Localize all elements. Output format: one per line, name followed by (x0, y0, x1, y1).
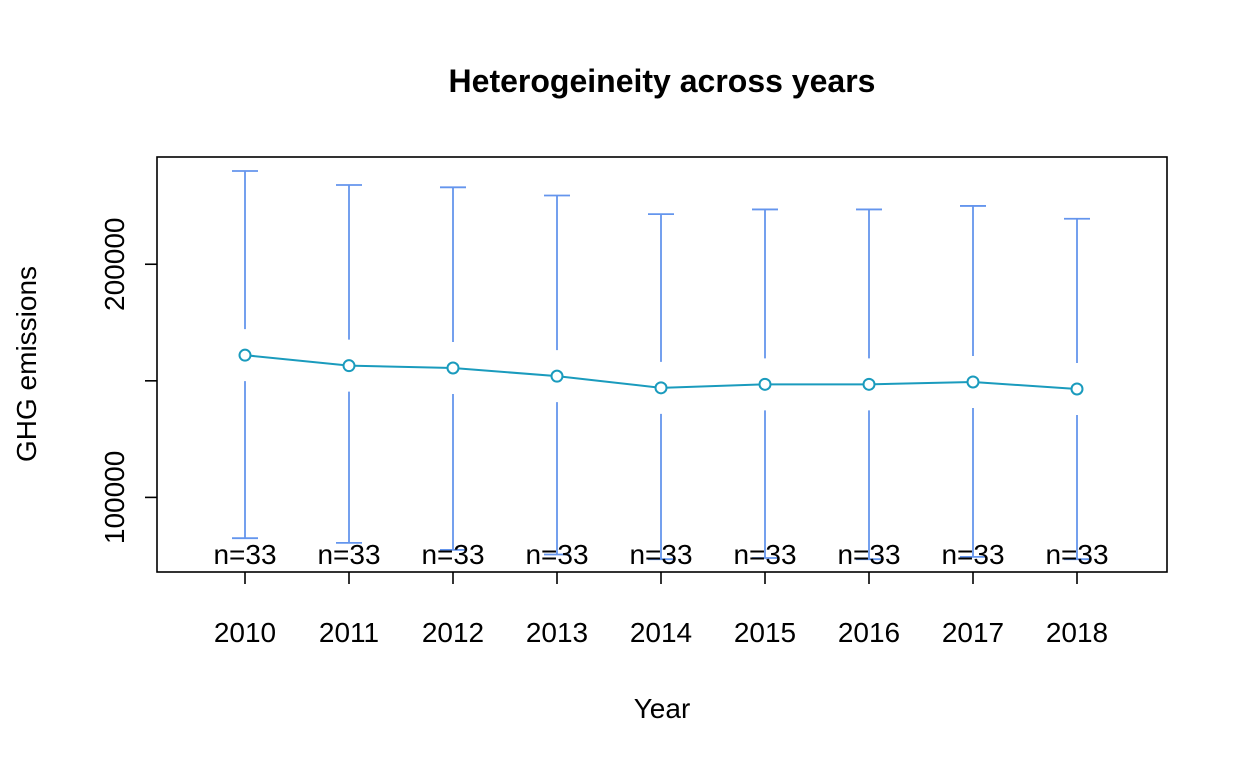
x-tick-label-2016: 2016 (838, 617, 900, 648)
mean-point-2018 (1070, 382, 1084, 396)
x-tick-label-2018: 2018 (1046, 617, 1108, 648)
error-bars (232, 170, 1090, 561)
x-axis-label: Year (634, 693, 691, 724)
mean-point-2012 (446, 361, 460, 375)
chart-title: Heterogeineity across years (449, 63, 876, 99)
x-tick-label-2017: 2017 (942, 617, 1004, 648)
mean-point-2015 (758, 377, 772, 391)
y-axis-label: GHG emissions (11, 266, 42, 462)
x-tick-label-2010: 2010 (214, 617, 276, 648)
n-label-2011: n=33 (317, 539, 380, 570)
n-label-2015: n=33 (733, 539, 796, 570)
mean-point-2014 (654, 381, 668, 395)
x-tick-label-2012: 2012 (422, 617, 484, 648)
n-label-2013: n=33 (525, 539, 588, 570)
y-tick-label-100000: 100000 (99, 451, 130, 544)
n-label-2012: n=33 (421, 539, 484, 570)
n-label-2014: n=33 (629, 539, 692, 570)
x-tick-label-2015: 2015 (734, 617, 796, 648)
n-label-2017: n=33 (941, 539, 1004, 570)
y-axis: 100000 200000 (99, 218, 157, 544)
mean-point-2017 (966, 375, 980, 389)
n-label-2016: n=33 (837, 539, 900, 570)
x-tick-label-2014: 2014 (630, 617, 692, 648)
x-tick-label-2011: 2011 (319, 617, 379, 648)
plot-frame (156, 156, 1168, 573)
mean-point-2016 (862, 377, 876, 391)
mean-point-2011 (342, 359, 356, 373)
n-label-2018: n=33 (1045, 539, 1108, 570)
mean-point-2013 (550, 369, 564, 383)
x-axis: 2010 2011 2012 2013 2014 2015 2016 2017 2018 (214, 572, 1108, 648)
mean-series (238, 348, 1084, 396)
mean-point-2010 (238, 348, 252, 362)
x-tick-label-2013: 2013 (526, 617, 588, 648)
y-tick-label-200000: 200000 (99, 218, 130, 311)
sample-size-labels: n=33 n=33 n=33 n=33 n=33 n=33 n=33 n=33 n=33 (213, 539, 1108, 570)
n-label-2010: n=33 (213, 539, 276, 570)
